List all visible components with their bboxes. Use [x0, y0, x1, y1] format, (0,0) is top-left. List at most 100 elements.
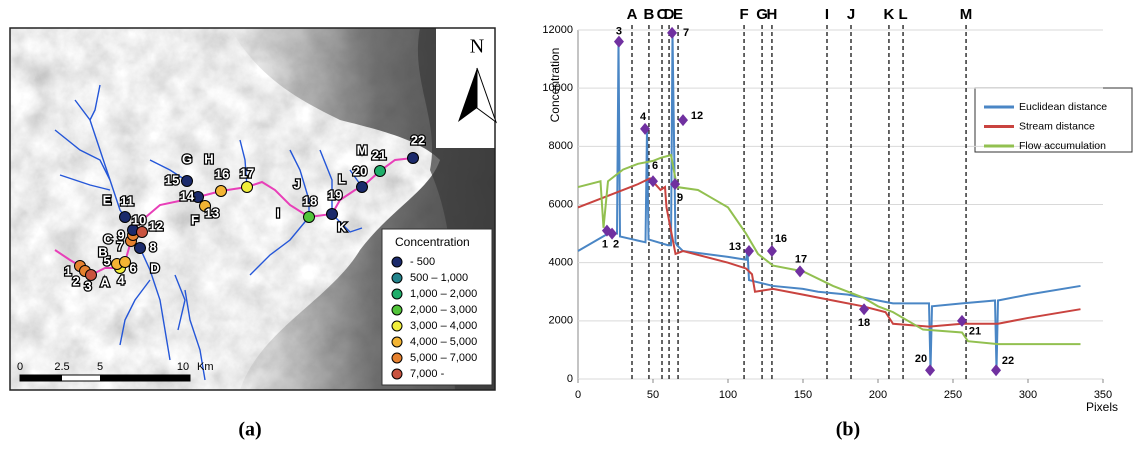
- page: {"map": {"panel_label": "(a)", "north": …: [0, 0, 1135, 444]
- sample-point: [744, 245, 754, 257]
- scale-label: 0: [17, 361, 23, 373]
- legend-swatch: [392, 305, 402, 315]
- section-label: I: [825, 6, 829, 23]
- section-label: M: [960, 6, 973, 23]
- legend-label: 1,000 – 2,000: [410, 288, 477, 300]
- sampling-site: [137, 227, 148, 238]
- legend-swatch: [392, 321, 402, 331]
- site-label: 6: [129, 260, 136, 275]
- site-label: 17: [240, 165, 254, 180]
- sample-label: 22: [1002, 355, 1014, 367]
- sampling-site: [120, 212, 131, 223]
- sampling-site: [242, 182, 253, 193]
- sample-label: 21: [969, 326, 981, 338]
- sample-label: 13: [729, 241, 741, 253]
- x-tick-label: 350: [1094, 389, 1112, 401]
- x-tick-label: 100: [719, 389, 737, 401]
- station-label: L: [338, 171, 346, 186]
- station-label: C: [103, 231, 113, 246]
- site-label: 13: [205, 205, 219, 220]
- station-label: G: [182, 151, 192, 166]
- scale-unit: Km: [197, 361, 214, 373]
- section-label: L: [898, 6, 907, 23]
- legend-swatch: [392, 289, 402, 299]
- sample-label: 9: [677, 192, 683, 204]
- sample-label: 6: [652, 160, 658, 172]
- north-label: N: [470, 36, 484, 58]
- figure: N Concentration (a) (b) Pixels Concentra…: [0, 0, 1135, 444]
- sampling-site: [304, 212, 315, 223]
- sampling-site: [357, 182, 368, 193]
- station-label: F: [191, 212, 199, 227]
- legend-swatch: [392, 257, 402, 267]
- sample-point: [678, 114, 688, 126]
- sample-label: 17: [795, 253, 807, 265]
- sampling-site: [375, 166, 386, 177]
- sampling-site: [408, 153, 419, 164]
- x-tick-label: 200: [869, 389, 887, 401]
- site-label: 3: [84, 278, 91, 293]
- site-label: 15: [165, 172, 179, 187]
- series-line: [578, 178, 1081, 326]
- station-label: M: [357, 142, 368, 157]
- legend-label: 4,000 – 5,000: [410, 336, 477, 348]
- series-line: [578, 33, 1081, 370]
- scale-bar: [20, 375, 62, 381]
- section-label: H: [767, 6, 778, 23]
- y-tick-label: 12000: [542, 24, 573, 36]
- legend-label: Stream distance: [1019, 120, 1095, 132]
- y-tick-label: 6000: [549, 198, 573, 210]
- section-label: B: [644, 6, 655, 23]
- sample-label: 20: [915, 353, 927, 365]
- sample-point: [925, 364, 935, 376]
- station-label: A: [100, 274, 110, 289]
- panel-label: (b): [836, 419, 860, 441]
- station-label: K: [337, 219, 347, 234]
- scale-label: 10: [177, 361, 189, 373]
- scale-label: 2.5: [54, 361, 69, 373]
- sampling-site: [135, 243, 146, 254]
- x-tick-label: 0: [575, 389, 581, 401]
- site-label: 14: [180, 188, 195, 203]
- panel-label: (a): [238, 419, 261, 441]
- station-label: E: [103, 192, 112, 207]
- site-label: 22: [411, 132, 425, 147]
- site-label: 11: [120, 193, 134, 208]
- sample-label: 12: [691, 110, 703, 122]
- x-tick-label: 300: [1019, 389, 1037, 401]
- y-tick-label: 8000: [549, 140, 573, 152]
- site-label: 10: [132, 212, 146, 227]
- sampling-site: [182, 176, 193, 187]
- station-label: B: [98, 244, 107, 259]
- legend-label: 5,000 – 7,000: [410, 352, 477, 364]
- x-tick-label: 50: [647, 389, 659, 401]
- station-label: J: [293, 176, 300, 191]
- legend-swatch: [392, 369, 402, 379]
- scale-bar: [100, 375, 190, 381]
- legend-label: Euclidean distance: [1019, 101, 1107, 113]
- x-tick-label: 250: [944, 389, 962, 401]
- site-label: 19: [328, 187, 342, 202]
- sample-label: 3: [616, 26, 622, 38]
- legend-label: 7,000 -: [410, 368, 445, 380]
- y-tick-label: 2000: [549, 315, 573, 327]
- site-label: 9: [117, 227, 124, 242]
- sample-point: [795, 265, 805, 277]
- legend-label: - 500: [410, 256, 435, 268]
- sample-label: 2: [613, 238, 619, 250]
- station-label: I: [276, 205, 280, 220]
- site-label: 2: [72, 273, 79, 288]
- x-tick-label: 150: [794, 389, 812, 401]
- legend-label: 500 – 1,000: [410, 272, 468, 284]
- legend-label: Flow accumulation: [1019, 140, 1106, 152]
- y-tick-label: 4000: [549, 257, 573, 269]
- legend-swatch: [392, 353, 402, 363]
- site-label: 1: [64, 263, 71, 278]
- y-tick-label: 10000: [542, 82, 573, 94]
- sampling-site: [327, 209, 338, 220]
- legend-label: 2,000 – 3,000: [410, 304, 477, 316]
- station-label: D: [150, 260, 159, 275]
- site-label: 8: [149, 239, 156, 254]
- scale-label: 5: [97, 361, 103, 373]
- section-label: K: [884, 6, 895, 23]
